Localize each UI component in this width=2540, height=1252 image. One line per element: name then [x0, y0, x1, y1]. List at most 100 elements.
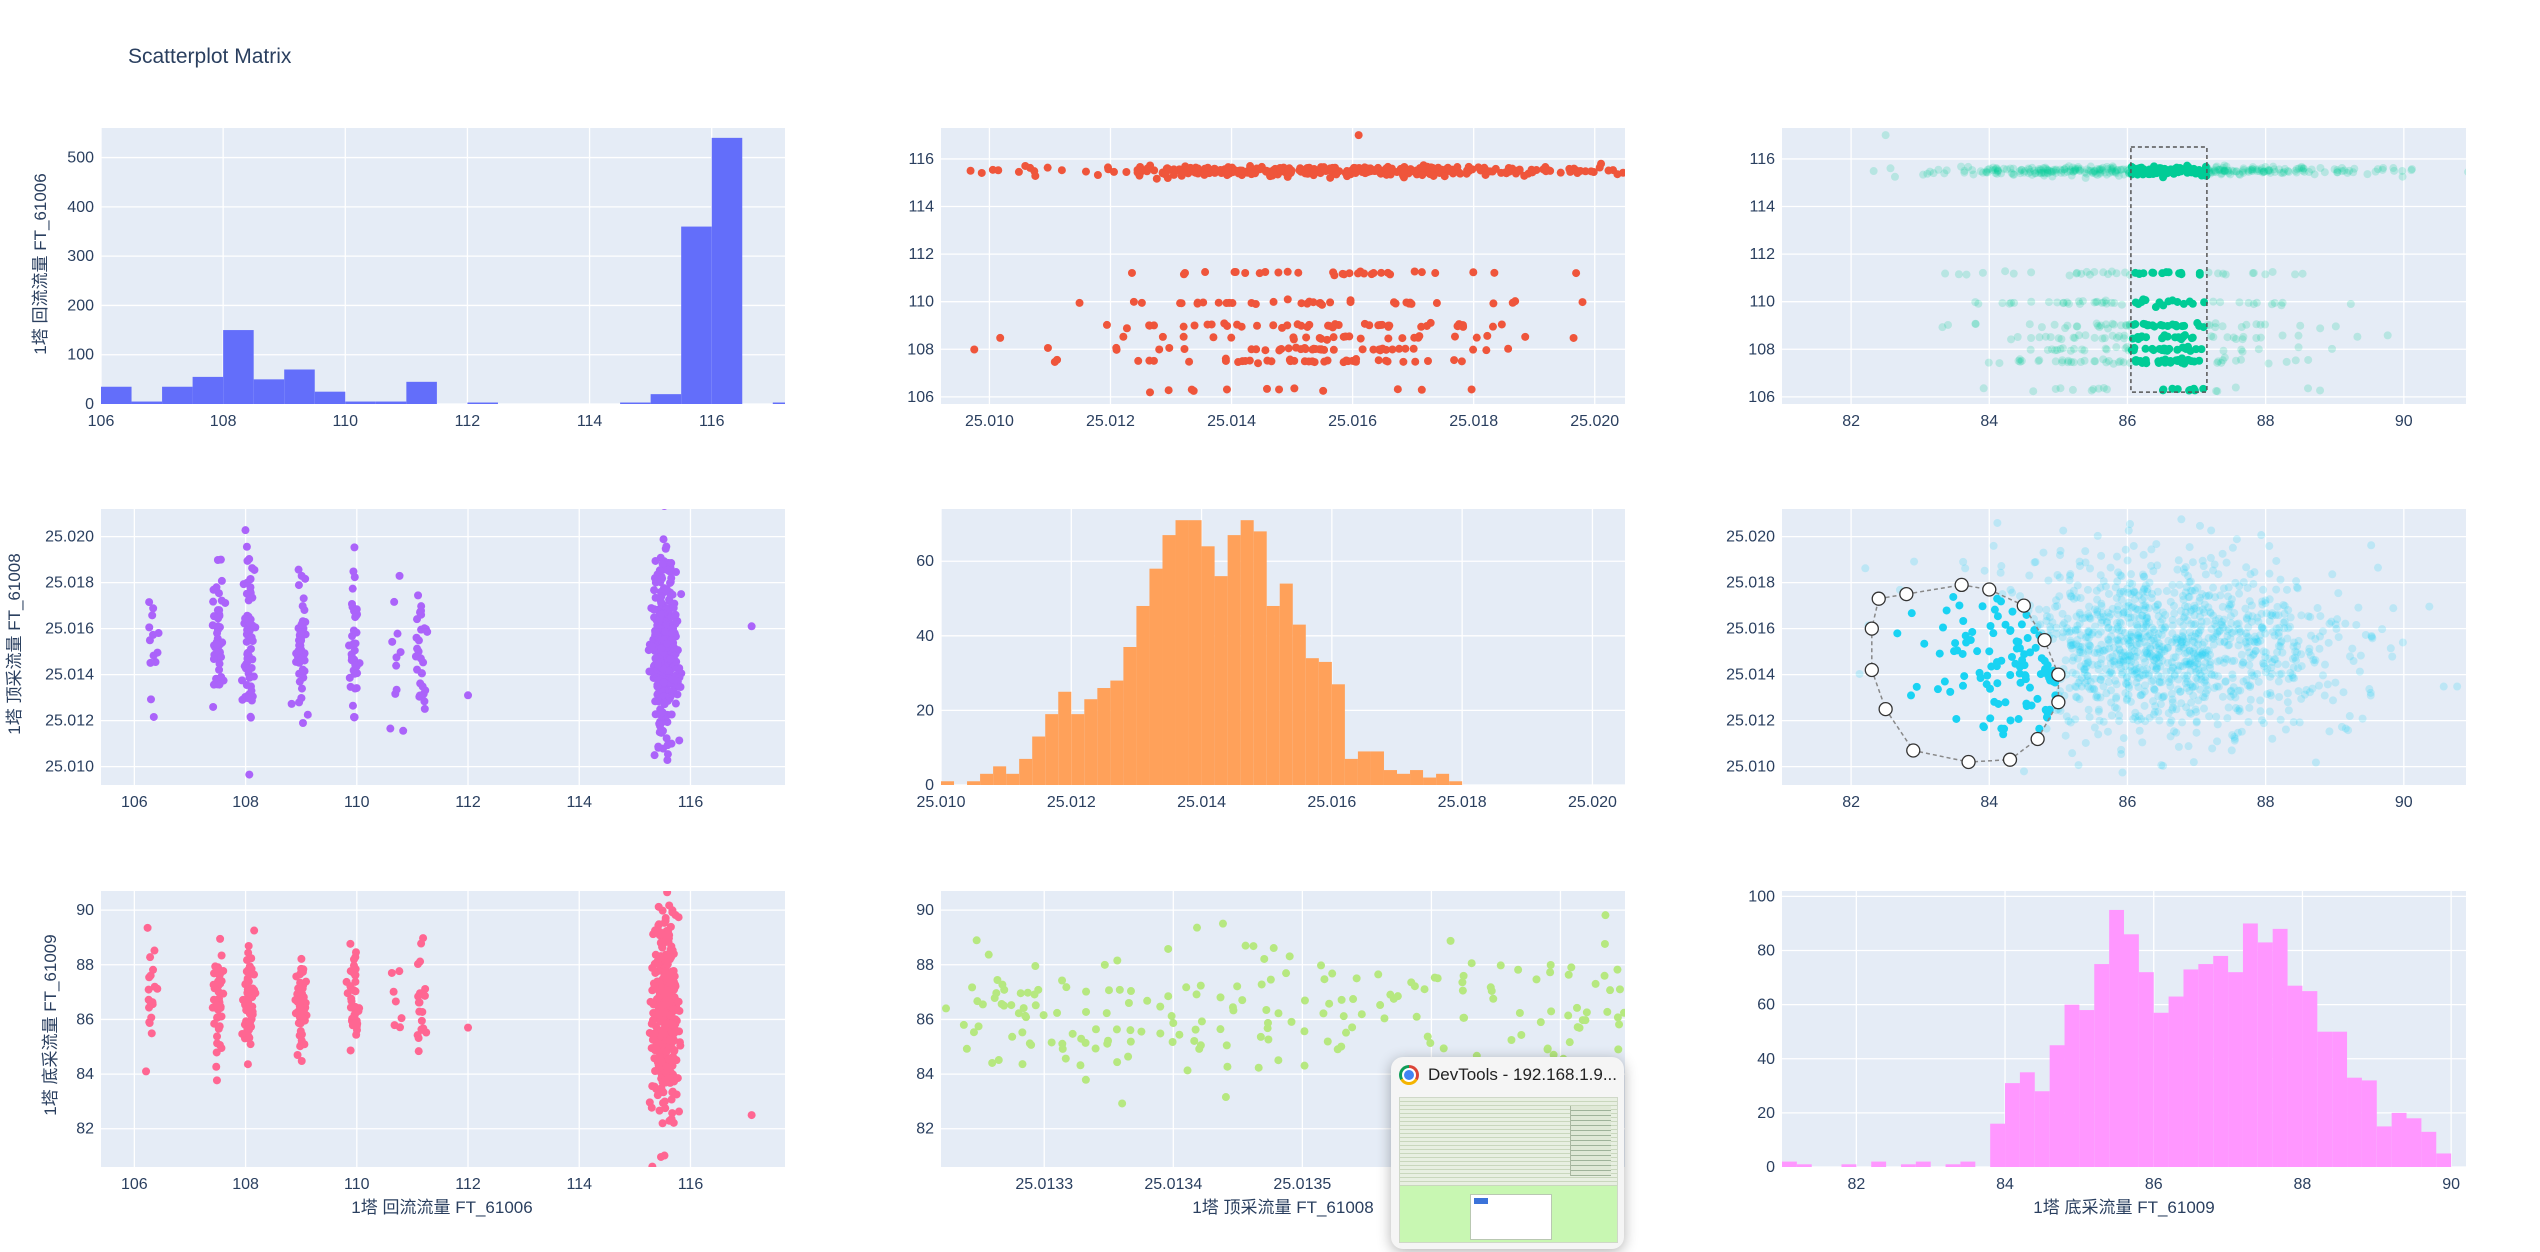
- scatter-point[interactable]: [1269, 321, 1278, 330]
- scatter-point[interactable]: [2134, 683, 2143, 692]
- scatter-point[interactable]: [2234, 641, 2243, 650]
- scatter-point[interactable]: [243, 956, 252, 965]
- scatter-point[interactable]: [2089, 684, 2098, 693]
- scatter-point[interactable]: [2137, 333, 2146, 342]
- scatter-point[interactable]: [2179, 628, 2188, 637]
- scatter-point[interactable]: [1613, 1013, 1622, 1022]
- scatter-point[interactable]: [2082, 267, 2091, 276]
- scatter-point[interactable]: [2339, 688, 2348, 697]
- lasso-handle[interactable]: [1878, 701, 1893, 717]
- scatter-point[interactable]: [2179, 595, 2188, 604]
- scatter-point[interactable]: [2197, 345, 2206, 354]
- scatter-point[interactable]: [2258, 659, 2267, 668]
- scatter-point[interactable]: [2141, 622, 2150, 631]
- scatter-point[interactable]: [2035, 356, 2044, 365]
- scatter-point[interactable]: [1575, 1023, 1584, 1032]
- scatter-point[interactable]: [2119, 587, 2128, 596]
- scatter-point[interactable]: [2006, 626, 2015, 635]
- scatter-point[interactable]: [2066, 165, 2075, 174]
- scatter-point[interactable]: [1426, 1039, 1435, 1048]
- scatter-point[interactable]: [1910, 557, 1919, 566]
- scatter-point[interactable]: [1401, 344, 1410, 353]
- scatter-point[interactable]: [2256, 333, 2265, 342]
- scatter-point[interactable]: [2173, 666, 2182, 675]
- scatter-point[interactable]: [2298, 269, 2307, 278]
- scatter-point[interactable]: [2067, 592, 2076, 601]
- scatter-point[interactable]: [1438, 165, 1447, 174]
- scatter-point[interactable]: [2141, 658, 2150, 667]
- scatter-point[interactable]: [2304, 384, 2313, 393]
- scatter-point[interactable]: [2280, 624, 2289, 633]
- scatter-point[interactable]: [2125, 618, 2134, 627]
- scatter-point[interactable]: [1990, 165, 1999, 174]
- scatter-point[interactable]: [297, 571, 306, 580]
- scatter-point[interactable]: [2239, 164, 2248, 173]
- scatter-point[interactable]: [2219, 584, 2228, 593]
- scatter-point[interactable]: [2141, 669, 2150, 678]
- scatter-point[interactable]: [2143, 642, 2152, 651]
- scatter-point[interactable]: [2248, 269, 2257, 278]
- scatter-point[interactable]: [988, 1058, 997, 1067]
- scatter-point[interactable]: [2238, 347, 2247, 356]
- scatter-point[interactable]: [2196, 612, 2205, 621]
- scatter-point[interactable]: [2265, 707, 2274, 716]
- scatter-point[interactable]: [2210, 683, 2219, 692]
- scatter-point[interactable]: [1228, 299, 1237, 308]
- scatter-point[interactable]: [2133, 605, 2142, 614]
- scatter-point[interactable]: [2234, 686, 2243, 695]
- scatter-point[interactable]: [1237, 322, 1246, 331]
- scatter-point[interactable]: [2075, 648, 2084, 657]
- scatter-point[interactable]: [2041, 169, 2050, 178]
- scatter-point[interactable]: [1276, 165, 1285, 174]
- scatter-point[interactable]: [2356, 651, 2365, 660]
- scatter-point[interactable]: [2087, 386, 2096, 395]
- scatter-point[interactable]: [2194, 654, 2203, 663]
- scatter-point[interactable]: [145, 636, 154, 645]
- scatter-point[interactable]: [2131, 595, 2140, 604]
- scatter-point[interactable]: [1304, 357, 1313, 366]
- scatter-point[interactable]: [2052, 596, 2061, 605]
- scatter-point[interactable]: [1330, 321, 1339, 330]
- scatter-point[interactable]: [243, 1026, 252, 1035]
- scatter-point[interactable]: [2344, 726, 2353, 735]
- scatter-point[interactable]: [1167, 1012, 1176, 1021]
- histogram-bar[interactable]: [1071, 714, 1085, 785]
- scatter-point[interactable]: [2133, 633, 2142, 642]
- scatter-point[interactable]: [1264, 1035, 1273, 1044]
- scatter-point[interactable]: [650, 801, 658, 809]
- scatter-point[interactable]: [2106, 610, 2115, 619]
- scatter-point[interactable]: [984, 950, 993, 959]
- scatter-point[interactable]: [2043, 169, 2052, 178]
- scatter-point[interactable]: [2162, 667, 2171, 676]
- scatter-point[interactable]: [2103, 617, 2112, 626]
- histogram-bar[interactable]: [1990, 1123, 2006, 1167]
- scatter-point[interactable]: [1508, 164, 1517, 173]
- scatter-point[interactable]: [1262, 167, 1271, 176]
- scatter-point[interactable]: [2031, 643, 2040, 652]
- scatter-point[interactable]: [2201, 570, 2210, 579]
- scatter-point[interactable]: [2168, 698, 2177, 707]
- scatter-point[interactable]: [994, 166, 1003, 175]
- scatter-point[interactable]: [2248, 165, 2257, 174]
- scatter-point[interactable]: [1398, 334, 1407, 343]
- scatter-point[interactable]: [2153, 650, 2162, 659]
- scatter-point[interactable]: [1472, 333, 1481, 342]
- histogram-bar[interactable]: [2094, 964, 2110, 1167]
- scatter-point[interactable]: [2226, 687, 2235, 696]
- scatter-point[interactable]: [2097, 599, 2106, 608]
- scatter-point[interactable]: [2101, 665, 2110, 674]
- scatter-point[interactable]: [2178, 591, 2187, 600]
- scatter-point[interactable]: [2263, 167, 2272, 176]
- scatter-point[interactable]: [2070, 166, 2079, 175]
- scatter-point[interactable]: [2085, 612, 2094, 621]
- scatter-point[interactable]: [2172, 728, 2181, 737]
- scatter-point[interactable]: [1603, 1007, 1612, 1016]
- scatter-point[interactable]: [2173, 297, 2182, 306]
- scatter-point[interactable]: [2102, 689, 2111, 698]
- scatter-point[interactable]: [2361, 630, 2370, 639]
- scatter-point[interactable]: [2058, 609, 2067, 618]
- scatter-point[interactable]: [1381, 356, 1390, 365]
- scatter-point[interactable]: [2149, 676, 2158, 685]
- scatter-point[interactable]: [2089, 168, 2098, 177]
- devtools-window-preview[interactable]: DevTools - 192.168.1.9...: [1391, 1057, 1624, 1249]
